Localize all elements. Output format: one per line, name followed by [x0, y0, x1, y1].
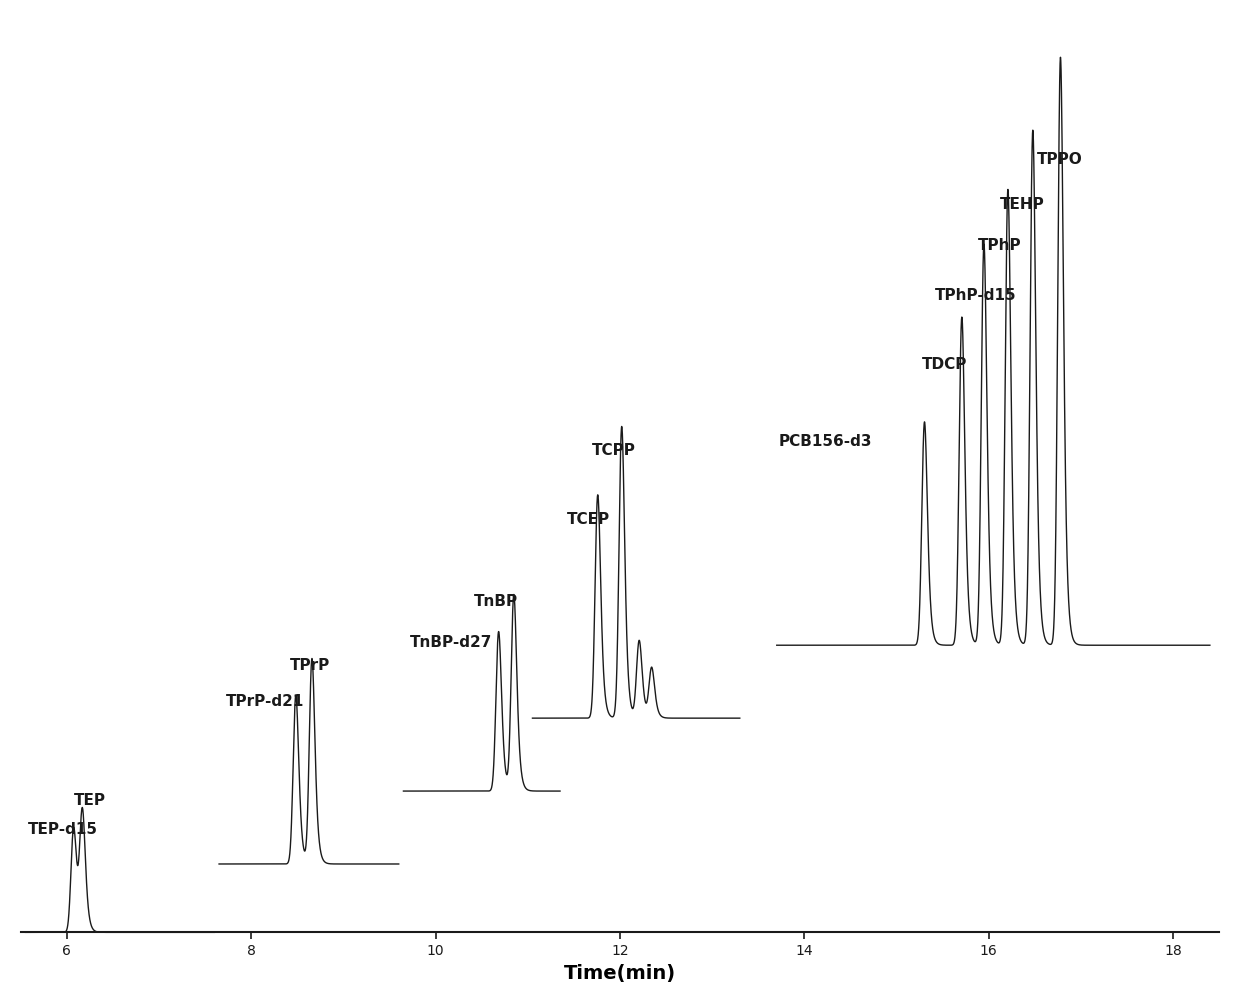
- Text: TPhP: TPhP: [977, 238, 1022, 253]
- Text: TnBP-d27: TnBP-d27: [410, 635, 492, 650]
- Text: PCB156-d3: PCB156-d3: [779, 434, 872, 449]
- Text: TPPO: TPPO: [1037, 152, 1083, 167]
- Text: TnBP: TnBP: [475, 594, 518, 609]
- X-axis label: Time(min): Time(min): [564, 964, 676, 983]
- Text: TEP: TEP: [74, 793, 107, 808]
- Text: TPrP: TPrP: [290, 657, 330, 672]
- Text: TCEP: TCEP: [567, 512, 610, 527]
- Text: TEP-d15: TEP-d15: [29, 822, 98, 836]
- Text: TDCP: TDCP: [923, 357, 967, 372]
- Text: TEHP: TEHP: [999, 197, 1044, 212]
- Text: TPrP-d21: TPrP-d21: [226, 694, 304, 710]
- Text: TCPP: TCPP: [593, 443, 636, 458]
- Text: TPhP-d15: TPhP-d15: [935, 288, 1017, 304]
